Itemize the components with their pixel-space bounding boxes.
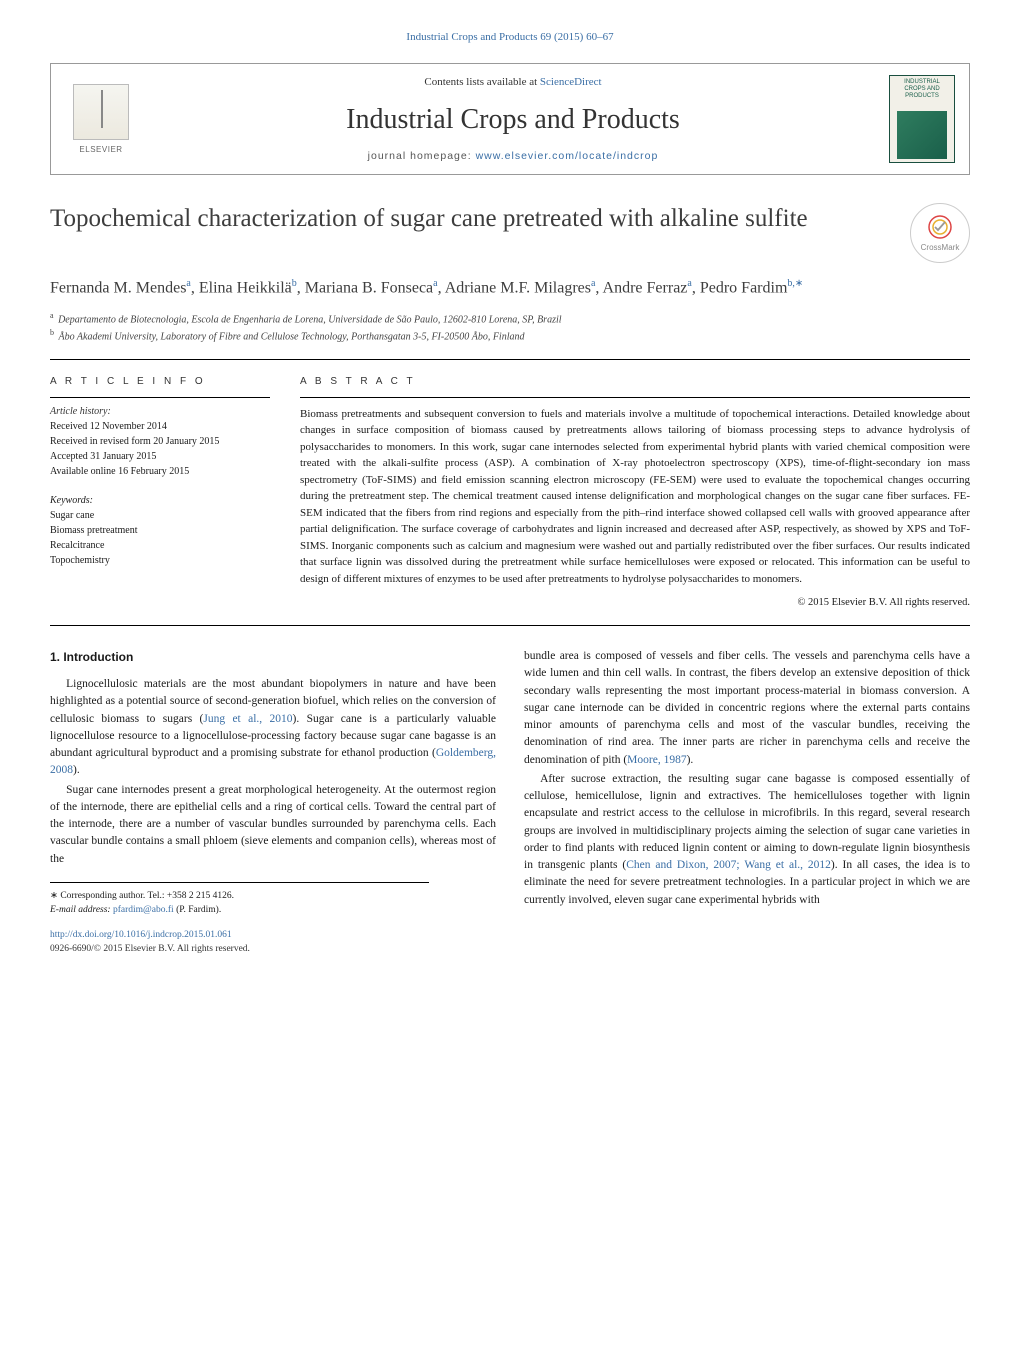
divider-rule bbox=[50, 359, 970, 360]
elsevier-logo[interactable]: ELSEVIER bbox=[65, 74, 137, 164]
affiliation-line: b Åbo Akademi University, Laboratory of … bbox=[50, 327, 970, 344]
citation-link[interactable]: Jung et al., 2010 bbox=[203, 713, 292, 725]
author-affil-marker: a bbox=[433, 278, 437, 289]
author-affil-marker: a bbox=[186, 278, 190, 289]
email-suffix: (P. Fardim). bbox=[174, 905, 222, 915]
corr-email-line: E-mail address: pfardim@abo.fi (P. Fardi… bbox=[50, 903, 429, 917]
author-list: Fernanda M. Mendesa, Elina Heikkiläb, Ma… bbox=[50, 277, 970, 300]
corresponding-author-footnote: ∗ Corresponding author. Tel.: +358 2 215… bbox=[50, 882, 429, 918]
author-affil-marker: b, bbox=[787, 278, 795, 289]
title-row: Topochemical characterization of sugar c… bbox=[50, 203, 970, 263]
page-footer: http://dx.doi.org/10.1016/j.indcrop.2015… bbox=[50, 929, 970, 956]
issn-copyright-line: 0926-6690/© 2015 Elsevier B.V. All right… bbox=[50, 943, 970, 956]
keyword-line: Sugar cane bbox=[50, 508, 270, 523]
article-info-label: A R T I C L E I N F O bbox=[50, 374, 270, 389]
citation-link[interactable]: Chen and Dixon, 2007; Wang et al., 2012 bbox=[626, 859, 831, 871]
author-affil-marker: a bbox=[687, 278, 691, 289]
info-abstract-row: A R T I C L E I N F O Article history: R… bbox=[50, 374, 970, 611]
body-text: ). bbox=[73, 764, 80, 776]
author-name: Elina Heikkilä bbox=[199, 280, 292, 297]
journal-title: Industrial Crops and Products bbox=[153, 100, 873, 139]
body-paragraph: After sucrose extraction, the resulting … bbox=[524, 771, 970, 909]
body-two-column: 1. Introduction Lignocellulosic material… bbox=[50, 648, 970, 917]
affil-key: b bbox=[50, 328, 54, 337]
author-name: Andre Ferraz bbox=[603, 280, 688, 297]
section-heading-introduction: 1. Introduction bbox=[50, 648, 496, 666]
keyword-line: Biomass pretreatment bbox=[50, 523, 270, 538]
homepage-prefix: journal homepage: bbox=[368, 150, 476, 162]
header-center: Contents lists available at ScienceDirec… bbox=[153, 75, 873, 164]
author-name: Fernanda M. Mendes bbox=[50, 280, 186, 297]
author-name: Mariana B. Fonseca bbox=[305, 280, 433, 297]
keyword-line: Topochemistry bbox=[50, 553, 270, 568]
affil-key: a bbox=[50, 311, 54, 320]
email-link[interactable]: pfardim@abo.fi bbox=[113, 905, 174, 915]
journal-reference: Industrial Crops and Products 69 (2015) … bbox=[50, 30, 970, 45]
keyword-line: Recalcitrance bbox=[50, 538, 270, 553]
abstract-text: Biomass pretreatments and subsequent con… bbox=[300, 406, 970, 588]
crossmark-icon bbox=[927, 214, 953, 240]
sciencedirect-link[interactable]: ScienceDirect bbox=[540, 76, 602, 88]
elsevier-label: ELSEVIER bbox=[79, 144, 122, 155]
info-subrule bbox=[50, 397, 270, 398]
cover-title: INDUSTRIAL CROPS AND PRODUCTS bbox=[893, 79, 951, 99]
doi-link[interactable]: http://dx.doi.org/10.1016/j.indcrop.2015… bbox=[50, 929, 970, 942]
corr-author-line: ∗ Corresponding author. Tel.: +358 2 215… bbox=[50, 889, 429, 903]
article-title: Topochemical characterization of sugar c… bbox=[50, 203, 890, 234]
body-paragraph: Sugar cane internodes present a great mo… bbox=[50, 782, 496, 868]
body-text: bundle area is composed of vessels and f… bbox=[524, 650, 970, 766]
keywords-head: Keywords: bbox=[50, 493, 270, 508]
contents-prefix: Contents lists available at bbox=[424, 76, 539, 88]
body-paragraph: Lignocellulosic materials are the most a… bbox=[50, 676, 496, 780]
journal-homepage-line: journal homepage: www.elsevier.com/locat… bbox=[153, 149, 873, 164]
abstract-column: A B S T R A C T Biomass pretreatments an… bbox=[300, 374, 970, 611]
author-affil-marker: b bbox=[292, 278, 297, 289]
history-line: Available online 16 February 2015 bbox=[50, 464, 270, 479]
article-history-head: Article history: bbox=[50, 404, 270, 419]
body-paragraph: bundle area is composed of vessels and f… bbox=[524, 648, 970, 769]
email-label: E-mail address: bbox=[50, 905, 113, 915]
body-text: After sucrose extraction, the resulting … bbox=[524, 773, 970, 871]
article-info-column: A R T I C L E I N F O Article history: R… bbox=[50, 374, 270, 611]
crossmark-badge[interactable]: CrossMark bbox=[910, 203, 970, 263]
history-line: Accepted 31 January 2015 bbox=[50, 449, 270, 464]
affiliations: a Departamento de Biotecnologia, Escola … bbox=[50, 310, 970, 345]
corresponding-marker: ∗ bbox=[795, 278, 803, 289]
abstract-copyright: © 2015 Elsevier B.V. All rights reserved… bbox=[300, 595, 970, 611]
homepage-link[interactable]: www.elsevier.com/locate/indcrop bbox=[476, 150, 659, 162]
author-name: Adriane M.F. Milagres bbox=[445, 280, 591, 297]
author-name: Pedro Fardim bbox=[700, 280, 788, 297]
history-line: Received 12 November 2014 bbox=[50, 419, 270, 434]
abstract-label: A B S T R A C T bbox=[300, 374, 970, 389]
affiliation-line: a Departamento de Biotecnologia, Escola … bbox=[50, 310, 970, 327]
crossmark-label: CrossMark bbox=[921, 242, 960, 253]
citation-link[interactable]: Moore, 1987 bbox=[627, 754, 686, 766]
journal-header-box: ELSEVIER Contents lists available at Sci… bbox=[50, 63, 970, 175]
author-affil-marker: a bbox=[591, 278, 595, 289]
journal-cover-thumbnail[interactable]: INDUSTRIAL CROPS AND PRODUCTS bbox=[889, 75, 955, 163]
contents-available-line: Contents lists available at ScienceDirec… bbox=[153, 75, 873, 90]
abstract-subrule bbox=[300, 397, 970, 398]
history-line: Received in revised form 20 January 2015 bbox=[50, 434, 270, 449]
elsevier-tree-icon bbox=[73, 84, 129, 140]
divider-rule-2 bbox=[50, 625, 970, 626]
body-text: ). bbox=[687, 754, 694, 766]
cover-art-icon bbox=[897, 111, 947, 159]
